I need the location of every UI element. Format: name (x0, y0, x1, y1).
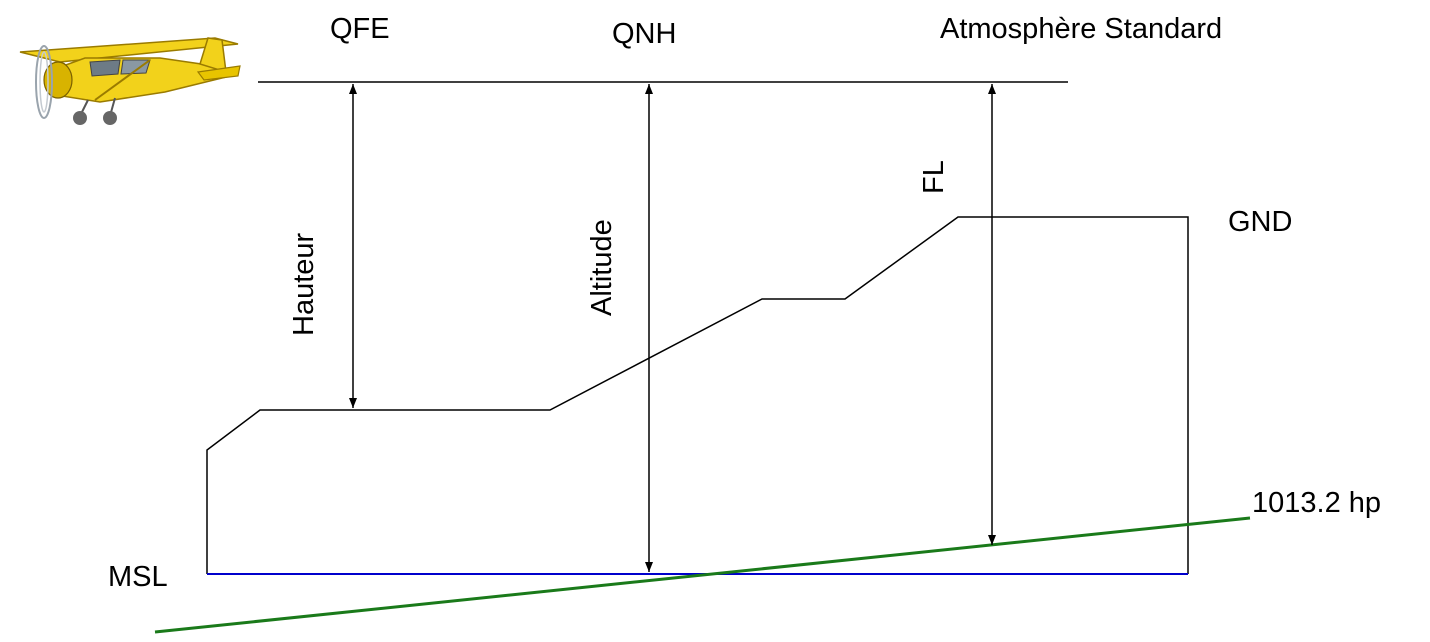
height-label: Hauteur (288, 232, 320, 336)
standard-atmosphere-label: Atmosphère Standard (940, 13, 1222, 45)
isobar-1013-line (154, 516, 1251, 634)
ground-label: GND (1228, 206, 1292, 238)
qfe-label: QFE (330, 13, 390, 45)
qnh-label: QNH (612, 18, 676, 50)
altitude-label: Altitude (586, 219, 618, 316)
flight-level-label: FL (918, 160, 950, 194)
light-aircraft-icon (19, 37, 241, 125)
standard-pressure-label: 1013.2 hp (1252, 487, 1381, 519)
msl-label: MSL (108, 561, 168, 593)
terrain-profile (206, 216, 1189, 574)
